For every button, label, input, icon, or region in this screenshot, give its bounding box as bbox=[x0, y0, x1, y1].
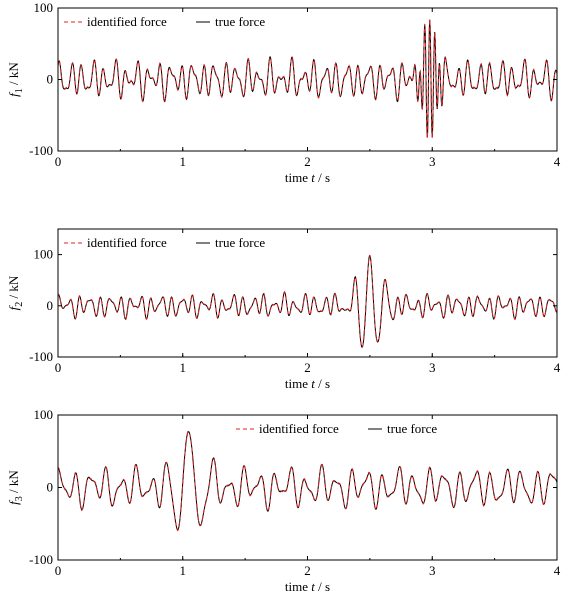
x-axis-title: time t / s bbox=[285, 170, 330, 185]
series-identified-force bbox=[58, 19, 557, 139]
x-tick-label: 2 bbox=[304, 563, 311, 578]
y-tick-label: 0 bbox=[47, 298, 54, 313]
x-tick-label: 1 bbox=[180, 360, 187, 375]
x-tick-label: 0 bbox=[55, 154, 62, 169]
series-true-force bbox=[58, 19, 557, 138]
x-tick-label: 3 bbox=[429, 360, 436, 375]
legend: identified force true force bbox=[236, 421, 437, 436]
x-tick-label: 2 bbox=[304, 154, 311, 169]
y-axis-title: f3 / kN bbox=[6, 470, 25, 505]
x-tick-label: 4 bbox=[554, 360, 561, 375]
y-tick-label: -100 bbox=[29, 143, 53, 158]
legend: identified force true force bbox=[64, 235, 265, 250]
y-tick-label: 0 bbox=[47, 480, 54, 495]
legend-label-true: true force bbox=[387, 421, 437, 436]
series-identified-force bbox=[58, 254, 557, 348]
y-tick-label: 0 bbox=[47, 72, 54, 87]
legend: identified force true force bbox=[64, 14, 265, 29]
x-tick-label: 4 bbox=[554, 563, 561, 578]
legend-label-identified: identified force bbox=[87, 235, 167, 250]
legend-label-identified: identified force bbox=[259, 421, 339, 436]
x-tick-label: 2 bbox=[304, 360, 311, 375]
y-tick-label: -100 bbox=[29, 349, 53, 364]
legend-label-identified: identified force bbox=[87, 14, 167, 29]
legend-label-true: true force bbox=[215, 235, 265, 250]
y-axis-title: f1 / kN bbox=[6, 62, 25, 97]
x-tick-label: 3 bbox=[429, 563, 436, 578]
y-tick-label: 100 bbox=[34, 0, 54, 15]
x-tick-label: 1 bbox=[180, 154, 187, 169]
y-tick-label: -100 bbox=[29, 552, 53, 567]
y-tick-label: 100 bbox=[34, 407, 54, 422]
x-tick-label: 4 bbox=[554, 154, 561, 169]
legend-label-true: true force bbox=[215, 14, 265, 29]
x-tick-label: 1 bbox=[180, 563, 187, 578]
series-identified-force bbox=[58, 430, 557, 532]
x-axis-title: time t / s bbox=[285, 376, 330, 391]
series-true-force bbox=[58, 254, 557, 348]
x-tick-label: 0 bbox=[55, 563, 62, 578]
y-tick-label: 100 bbox=[34, 247, 54, 262]
x-axis-title: time t / s bbox=[285, 579, 330, 594]
x-tick-label: 3 bbox=[429, 154, 436, 169]
x-tick-label: 0 bbox=[55, 360, 62, 375]
y-axis-title: f2 / kN bbox=[6, 275, 25, 310]
